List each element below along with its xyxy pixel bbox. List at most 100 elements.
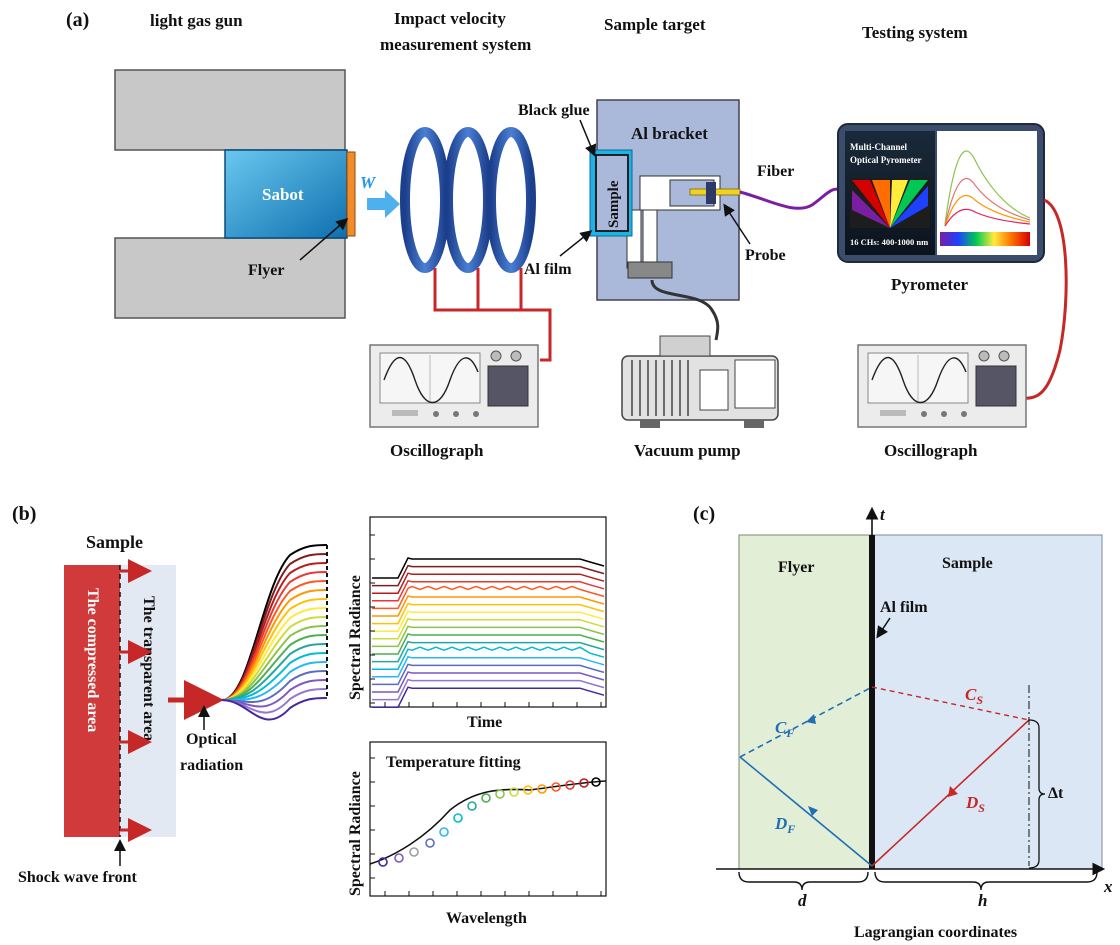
col-testing-system: Testing system [862,23,968,42]
time-trace [372,646,605,670]
flyer-plate [346,151,356,237]
col-light-gas-gun: light gas gun [150,11,243,30]
w-label: W [360,173,377,192]
time-trace [372,564,605,587]
time-trace [372,655,605,678]
oscillograph-left [369,344,539,428]
dt-brace [1028,719,1046,869]
vacuum-pump [621,335,779,428]
shock-front-label: Shock wave front [18,869,137,886]
x-axis-label: x [1103,877,1113,896]
al-film-pointer-a [559,230,593,257]
fit-data-points [378,777,601,867]
spectral-fan-curves [221,544,328,721]
fit-curve [369,780,607,865]
col-velocity-line1: Impact velocity [394,9,506,28]
fit-ticks [370,757,602,896]
time-trace [372,579,605,602]
pyro-cable [1021,198,1068,400]
fit-point [537,784,547,794]
h-brace [874,871,1098,891]
fit-point [591,777,601,787]
oscillograph-right-label: Oscillograph [884,441,978,460]
target-assembly: Sample [589,99,741,301]
time-trace [372,686,605,708]
temperature-fit-ylabel: Spectral Radiance [347,771,364,896]
time-trace [372,625,605,648]
t-axis-label: t [880,505,886,524]
fit-point [551,782,561,792]
time-trace [372,572,605,594]
cf-arrowhead [806,714,816,724]
panel-a-tag: (a) [66,9,89,31]
time-trace [372,617,605,640]
fan-curve [221,670,328,703]
time-trace [372,585,605,610]
radiance-time-traces [372,557,605,708]
col-sample-target: Sample target [604,15,706,34]
fit-point [579,778,589,788]
pyrometer-device: Multi-Channel Optical Pyrometer 16 CHs: … [837,123,1045,263]
transparent-area [120,565,176,837]
probe-pointer [723,203,751,245]
fan-curve [221,652,328,701]
al-bracket-label: Al bracket [631,124,708,143]
shock-arrows [120,559,152,842]
pyro-spectrum-bar [940,232,1030,246]
fan-curve [221,643,328,701]
sabot-label: Sabot [262,185,304,204]
temperature-fit-title: Temperature fitting [386,754,521,771]
pyrometer-label: Pyrometer [891,275,969,294]
lagrangian-label: Lagrangian coordinates [854,924,1017,941]
time-trace [372,610,605,632]
fan-curve [221,688,328,714]
panel-b-tag: (b) [12,503,36,525]
dt-label: Δt [1048,785,1064,802]
d-label: d [798,891,807,910]
fan-curve [221,679,328,708]
pyro-curves [944,150,1031,227]
pyro-title-2: Optical Pyrometer [850,155,922,165]
df-label: DF [774,814,795,836]
vacuum-pump-label: Vacuum pump [634,441,741,460]
fit-point [394,853,404,863]
ds-label: DS [965,793,985,815]
cs-label: CS [965,685,983,707]
radiance-time-ticks [370,534,602,707]
fiber-cable [739,187,841,210]
velocity-rings [400,127,536,273]
cf-label: CF [775,718,794,740]
df-arrowhead [808,806,818,816]
ds-arrowhead [948,786,958,797]
fan-curve [221,661,328,702]
time-trace [372,671,605,693]
flyer-label: Flyer [248,262,284,279]
transparent-area-label: The transparent area [140,596,157,741]
time-trace [372,663,605,686]
fiber-label: Fiber [757,163,794,180]
radiance-time-ylabel: Spectral Radiance [347,575,364,700]
panel-c: (c) Flyer Sample Al film t x CF DF CS DS… [693,503,1113,941]
time-trace [372,602,605,625]
optical-label-2: radiation [180,757,243,774]
ring-wire-bus [433,268,552,362]
temperature-fit-plot-frame [369,741,607,897]
d-brace [738,871,869,891]
pyro-title-1: Multi-Channel [850,142,908,152]
temperature-fit-xlabel: Wavelength [446,910,527,927]
flyer-region [738,534,873,870]
fit-point [425,838,435,848]
al-film-pointer-c [876,617,891,639]
panel-b: (b) Sample The compressed area The trans… [12,503,607,927]
fit-point [409,847,419,857]
fit-point [523,785,533,795]
col-velocity-line2: measurement system [380,35,531,54]
fit-point [467,801,477,811]
time-trace [372,633,605,655]
time-trace [372,557,605,579]
fit-point [453,813,463,823]
flyer-pointer [299,218,349,261]
fit-point [378,857,388,867]
optical-label-1: Optical [186,731,237,748]
pyro-channels: 16 CHs: 400-1000 nm [850,237,928,247]
